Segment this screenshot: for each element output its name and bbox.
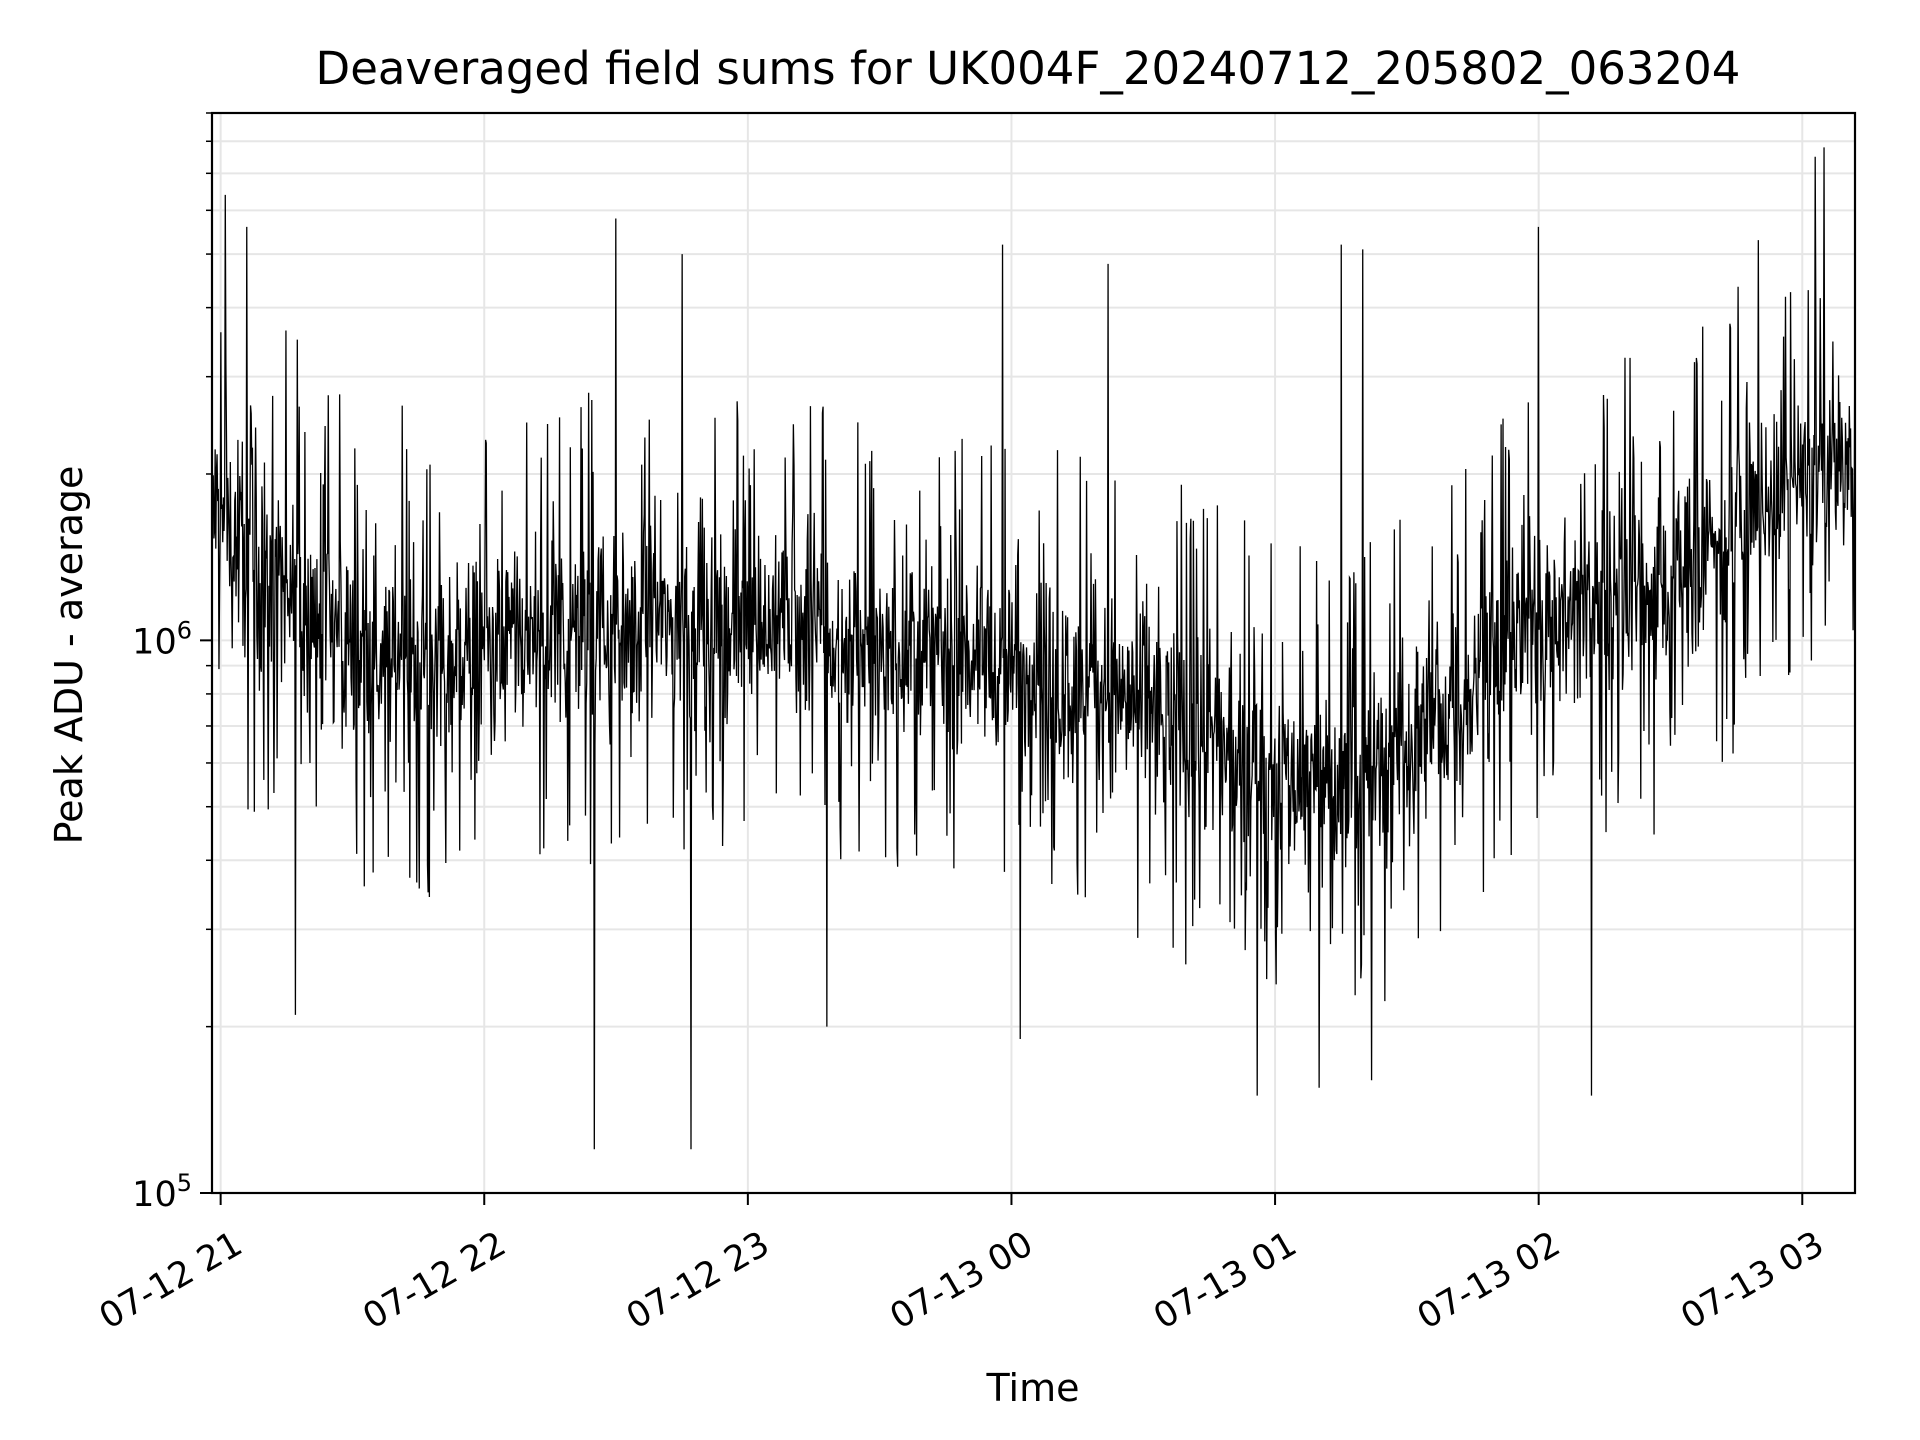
series-trace	[211, 147, 1856, 1150]
x-axis-label: Time	[986, 1366, 1080, 1410]
chart-title: Deaveraged field sums for UK004F_2024071…	[316, 42, 1741, 95]
series-line	[211, 147, 1856, 1150]
y-tick-label: 106	[132, 616, 192, 662]
plot-frame	[210, 111, 1857, 1195]
y-tick-label: 105	[132, 1169, 192, 1215]
y-axis-label: Peak ADU - average	[47, 466, 91, 845]
